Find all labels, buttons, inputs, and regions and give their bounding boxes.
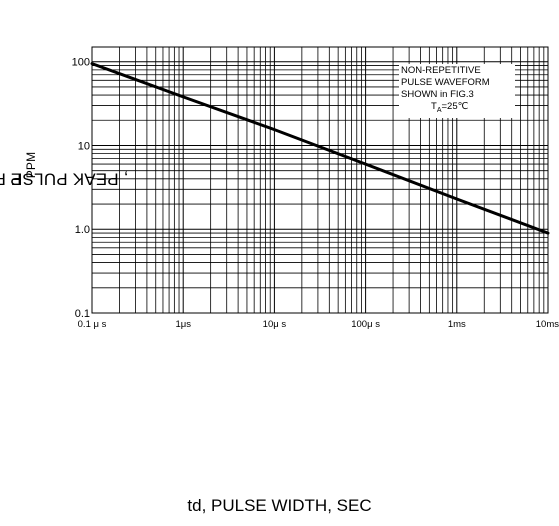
- x-tick-label: 0.1 μ s: [78, 319, 107, 330]
- x-tick-label: 1μs: [175, 319, 191, 330]
- annotation-temperature: TA=25℃: [401, 101, 513, 117]
- y-tick-label: 100: [72, 57, 90, 69]
- y-tick-label: 1.0: [75, 224, 90, 236]
- annotation-line-2: PULSE WAVEFORM: [401, 77, 490, 88]
- x-tick-labels: 0.1 μ s 1μs 10μ s 100μ s 1ms 10ms: [78, 319, 559, 330]
- plot-frame: [91, 46, 549, 314]
- temp-subscript: A: [436, 106, 442, 114]
- x-tick-label: 1ms: [448, 319, 466, 330]
- temp-value: =25℃: [441, 101, 469, 112]
- annotation-line-3: SHOWN in FIG.3: [401, 89, 474, 100]
- y-tick-label: 10: [78, 140, 90, 152]
- x-tick-label: 10ms: [536, 319, 559, 330]
- y-tick-label: 0.1: [75, 308, 90, 320]
- condition-annotation: NON-REPETITIVE PULSE WAVEFORM SHOWN in F…: [399, 64, 515, 118]
- y-tick-labels: 0.1 1.0 10 100: [72, 57, 90, 320]
- annotation-line-1: NON-REPETITIVE: [401, 65, 481, 76]
- temp-symbol: T: [431, 101, 437, 112]
- x-axis-label: td, PULSE WIDTH, SEC: [187, 496, 372, 515]
- series-group: [90, 62, 550, 235]
- x-tick-label: 100μ s: [351, 319, 380, 330]
- power-curve-line: [90, 62, 550, 235]
- x-tick-label: 10μ s: [263, 319, 287, 330]
- y-axis-label-text: , PEAK PULSE POWER, KW: [0, 169, 129, 189]
